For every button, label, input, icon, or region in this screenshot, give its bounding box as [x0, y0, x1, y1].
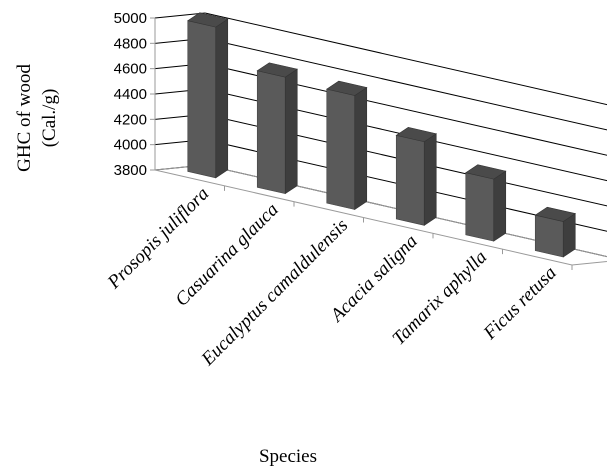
- bar-top-face: [465, 164, 507, 180]
- x-category-label: Ficus retusa: [479, 263, 561, 345]
- y-axis-title-line1: GHC of wood: [14, 64, 35, 172]
- bar-side-face: [423, 133, 437, 226]
- x-axis-title: Species: [259, 446, 317, 467]
- gridline-side: [154, 12, 206, 19]
- y-tick-label: 5000: [114, 10, 147, 27]
- bar-top-face: [326, 80, 368, 96]
- bar-front-face: [256, 70, 286, 195]
- bar-side-face: [354, 86, 368, 211]
- bar: [187, 12, 229, 179]
- bar: [326, 80, 368, 211]
- y-axis-title-line2: (Cal./g): [39, 89, 60, 148]
- bar-side-face: [215, 18, 229, 179]
- bar-front-face: [326, 88, 356, 210]
- bar-front-face: [395, 134, 425, 226]
- gridline: [204, 37, 607, 131]
- bar: [465, 164, 507, 242]
- bar: [395, 127, 437, 226]
- y-tick-label: 4400: [114, 86, 147, 103]
- y-tick-labels: 3800 4000 4200 4400 4600 4800 5000: [114, 10, 147, 179]
- bar: [256, 62, 298, 195]
- y-tick-label: 4200: [114, 111, 147, 128]
- bar-side-face: [493, 170, 507, 242]
- bar-top-face: [534, 206, 576, 222]
- x-category-label: Acacia saligna: [325, 231, 421, 327]
- bar-layer: [187, 12, 576, 258]
- bar-side-face: [284, 68, 298, 195]
- x-category-label: Eucalyptus camaldulensis: [197, 215, 352, 370]
- bar: [534, 206, 576, 258]
- y-tick-label: 4600: [114, 61, 147, 78]
- bar-front-face: [187, 20, 217, 179]
- bar-top-face: [395, 127, 437, 143]
- bar-top-face: [187, 12, 229, 28]
- y-tick-label: 4800: [114, 35, 147, 52]
- y-tick-label: 3800: [114, 162, 147, 179]
- y-tick-label: 4000: [114, 137, 147, 154]
- bar-front-face: [534, 214, 564, 258]
- bar-front-face: [465, 172, 495, 242]
- gridline: [204, 12, 607, 106]
- bar-top-face: [256, 62, 298, 78]
